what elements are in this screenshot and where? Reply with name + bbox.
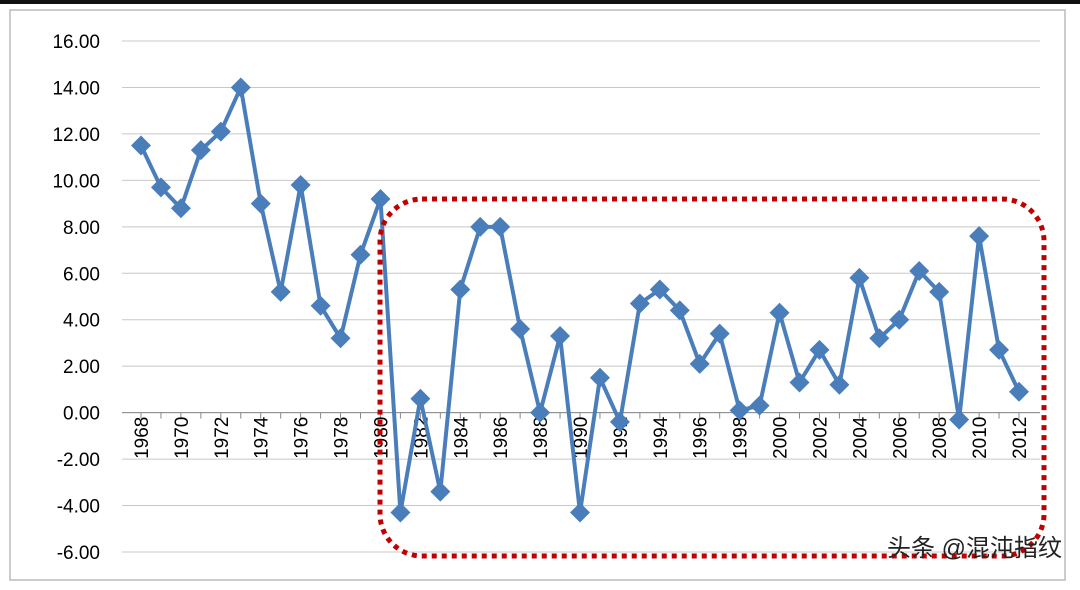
marker	[689, 353, 710, 374]
y-tick-label: 4.00	[63, 311, 100, 332]
marker	[629, 293, 650, 314]
marker	[570, 502, 590, 523]
marker	[270, 281, 291, 302]
x-tick-label: 2010	[970, 417, 991, 459]
marker	[150, 177, 171, 198]
marker	[809, 339, 830, 360]
chart-frame	[9, 9, 1066, 581]
marker	[330, 328, 351, 349]
x-tick-label: 2002	[810, 417, 831, 459]
x-tick-label: 2008	[930, 417, 951, 459]
x-tick-label: 1970	[172, 417, 193, 459]
x-tick-label: 1986	[491, 417, 512, 459]
x-tick-label: 1998	[731, 417, 752, 459]
marker	[729, 400, 750, 421]
x-tick-label: 1976	[292, 417, 313, 459]
marker	[230, 77, 251, 98]
marker	[749, 395, 770, 416]
y-tick-label: -2.00	[57, 450, 100, 471]
x-tick-label: 2006	[890, 417, 911, 459]
x-tick-label: 2004	[850, 416, 871, 459]
marker	[769, 302, 790, 323]
x-tick-label: 1974	[252, 416, 273, 459]
marker	[589, 367, 610, 388]
x-tick-label: 1968	[132, 417, 153, 459]
marker	[410, 388, 431, 409]
marker	[390, 502, 411, 523]
y-tick-label: 8.00	[63, 218, 100, 239]
y-tick-label: 16.00	[52, 32, 100, 53]
marker	[909, 260, 930, 281]
x-tick-label: 1990	[571, 417, 592, 459]
marker	[929, 281, 950, 302]
x-tick-label: 1994	[651, 416, 672, 459]
marker	[889, 309, 910, 330]
x-tick-label: 1978	[332, 417, 353, 459]
y-tick-label: 12.00	[52, 125, 100, 146]
marker	[669, 300, 690, 321]
marker	[170, 198, 191, 219]
x-tick-label: 1972	[212, 417, 233, 459]
y-tick-label: -6.00	[57, 543, 100, 564]
marker	[789, 372, 810, 393]
x-tick-label: 1996	[691, 417, 712, 459]
marker	[510, 319, 531, 340]
watermark: 头条 @混沌指纹	[887, 535, 1062, 562]
marker	[190, 140, 211, 161]
marker	[649, 279, 670, 300]
marker	[450, 279, 471, 300]
x-tick-label: 1988	[531, 417, 552, 459]
marker	[550, 325, 571, 346]
y-tick-label: 14.00	[52, 78, 100, 99]
x-tick-label: 2012	[1010, 417, 1031, 459]
marker	[829, 374, 850, 395]
marker	[310, 295, 331, 316]
plot	[131, 77, 1029, 523]
grid: -6.00 -4.00 -2.00 0.00 2.00 4.00 6.00 8.00 10.00…	[52, 32, 1040, 564]
y-tick-label: -4.00	[57, 497, 100, 518]
marker	[989, 339, 1010, 360]
marker	[430, 481, 451, 502]
marker	[290, 175, 311, 196]
marker	[250, 193, 271, 214]
marker	[869, 328, 890, 349]
y-tick-label: 2.00	[63, 357, 100, 378]
x-tick-label: 2000	[771, 417, 792, 459]
marker	[490, 216, 511, 237]
marker	[969, 226, 990, 247]
marker	[709, 323, 730, 344]
marker	[470, 216, 491, 237]
marker	[530, 402, 551, 423]
x-tick-label: 1984	[451, 416, 472, 459]
marker	[131, 135, 151, 156]
marker	[350, 244, 371, 265]
marker	[609, 411, 630, 432]
x-tick-label: 1980	[371, 417, 392, 459]
marker	[949, 409, 970, 430]
marker	[210, 121, 231, 142]
marker	[1009, 381, 1029, 402]
highlight-box	[377, 196, 1047, 559]
marker	[849, 267, 870, 288]
y-tick-label: 10.00	[52, 171, 100, 192]
marker	[370, 188, 391, 209]
y-tick-label: 6.00	[63, 264, 100, 285]
y-tick-label: 0.00	[63, 404, 100, 425]
